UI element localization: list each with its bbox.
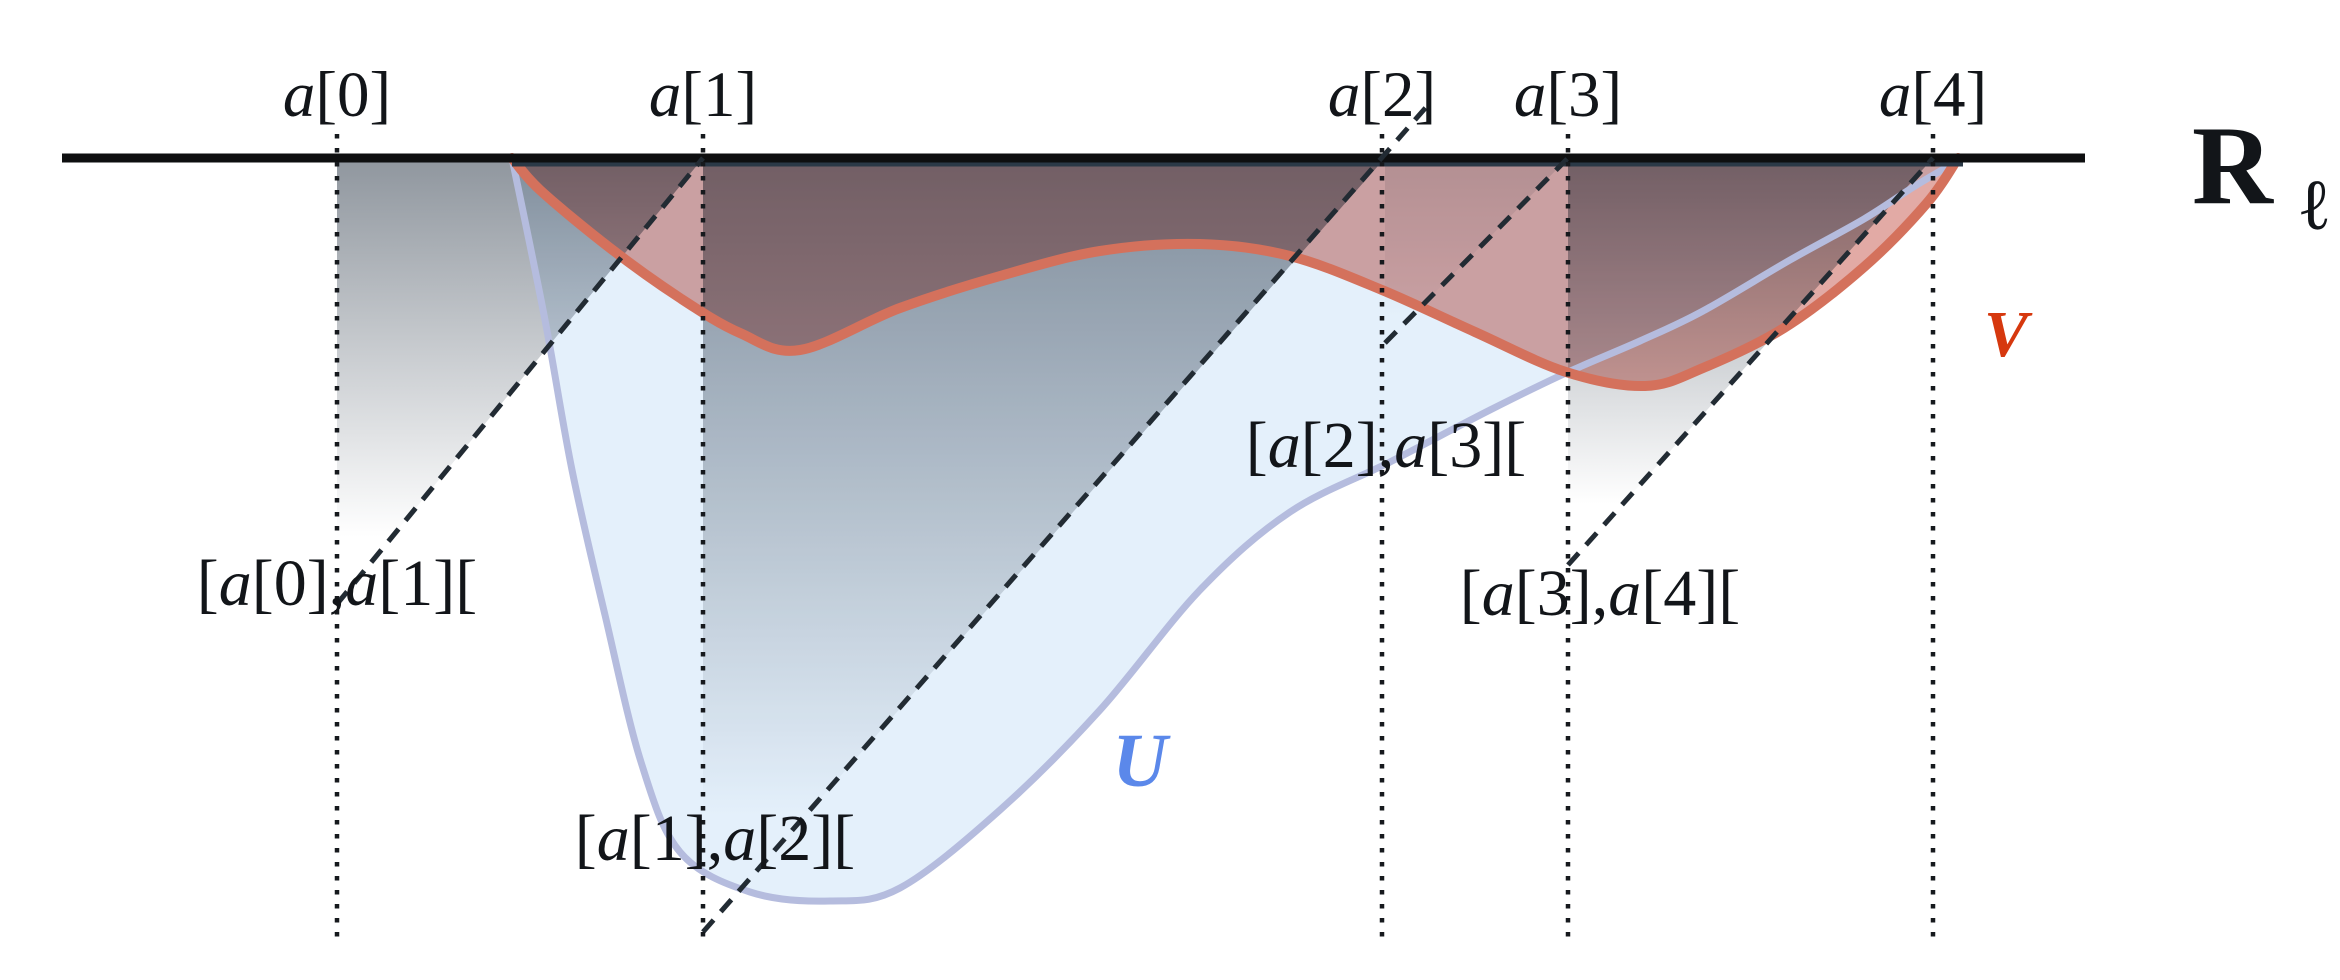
- real-line-label: R ℓ: [2192, 104, 2328, 245]
- label-variable: a: [1514, 59, 1547, 131]
- real-line-label-subscript: ℓ: [2301, 165, 2328, 245]
- marker-label-a2: a[2]: [1328, 59, 1436, 131]
- labels-layer: R ℓ U V a[0] a[1] a[2] a[3] a[4][a[0],a[1][[…: [197, 59, 2328, 875]
- label-variable: a: [1394, 409, 1427, 482]
- label-bracket: [0],: [252, 547, 345, 620]
- label-bracket: [2][: [756, 802, 855, 875]
- label-bracket: [1][: [378, 547, 477, 620]
- label-bracket: [3],: [1515, 557, 1608, 630]
- interval-diagonal-1: [701, 103, 1430, 934]
- interval-label-0: [a[0],a[1][: [197, 547, 477, 620]
- interval-label-2: [a[2],a[3][: [1246, 409, 1526, 482]
- axis-layer: [62, 153, 2085, 167]
- set-u-boundary-curve: [508, 154, 1967, 905]
- diagonal-dashed-lines-layer: [335, 103, 1935, 934]
- label-bracket: [: [197, 547, 219, 620]
- interval-diagonal-0: [335, 156, 705, 606]
- label-bracket: [4][: [1641, 557, 1740, 630]
- label-variable: a: [1482, 557, 1515, 630]
- label-variable: a: [597, 802, 630, 875]
- label-bracket: [1]: [681, 59, 757, 131]
- label-variable: a: [723, 802, 756, 875]
- interval-diagonal-2: [1383, 156, 1570, 345]
- marker-label-a3: a[3]: [1514, 59, 1622, 131]
- interval-diagonal-3: [1566, 156, 1935, 567]
- marker-label-a0: a[0]: [283, 59, 391, 131]
- label-variable: a: [1328, 59, 1361, 131]
- label-variable: a: [345, 547, 378, 620]
- label-bracket: [4]: [1911, 59, 1987, 131]
- label-bracket: [2]: [1360, 59, 1436, 131]
- interval-label-1: [a[1],a[2][: [575, 802, 855, 875]
- marker-label-a1: a[1]: [649, 59, 757, 131]
- real-line-label-main: R: [2192, 104, 2274, 228]
- label-bracket: [3][: [1427, 409, 1526, 482]
- label-bracket: [: [575, 802, 597, 875]
- label-bracket: [: [1460, 557, 1482, 630]
- label-bracket: [: [1246, 409, 1268, 482]
- set-v-fill: [512, 158, 1958, 387]
- label-bracket: [1],: [630, 802, 723, 875]
- label-variable: a: [649, 59, 682, 131]
- label-variable: a: [1268, 409, 1301, 482]
- label-variable: a: [283, 59, 316, 131]
- marker-label-a4: a[4]: [1879, 59, 1987, 131]
- v-region-fill-layer: [512, 158, 1958, 387]
- set-u-label: U: [1113, 719, 1172, 803]
- label-variable: a: [1608, 557, 1641, 630]
- label-bracket: [2],: [1301, 409, 1394, 482]
- label-variable: a: [219, 547, 252, 620]
- interval-label-3: [a[3],a[4][: [1460, 557, 1740, 630]
- label-bracket: [3]: [1546, 59, 1622, 131]
- label-variable: a: [1879, 59, 1912, 131]
- set-v-label: V: [1984, 298, 2033, 371]
- label-bracket: [0]: [315, 59, 391, 131]
